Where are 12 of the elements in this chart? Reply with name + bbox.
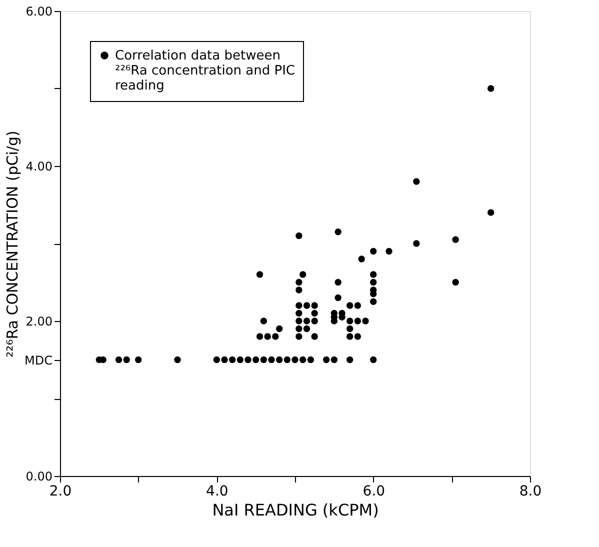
x-tick-label: 8.0	[519, 484, 542, 500]
x-axis-title: NaI READING (kCPM)	[212, 500, 379, 520]
x-tick-label: 2.0	[49, 484, 72, 500]
x-tick-label: 4.0	[206, 484, 228, 500]
legend-label: Correlation data between ²²⁶Ra concentration and PIC reading	[115, 48, 295, 94]
y-tick-label: 6.00	[26, 4, 52, 18]
y-tick-label: 4.00	[26, 160, 52, 174]
y-axis-title: ²²⁶Ra CONCENTRATION (pCi/g)	[4, 130, 22, 358]
y-tick-label: MDC	[24, 353, 52, 368]
x-tick-label: 6.0	[362, 484, 385, 500]
y-tick-label: 0.00	[26, 470, 52, 484]
y-tick-label: 2.00	[26, 314, 52, 328]
